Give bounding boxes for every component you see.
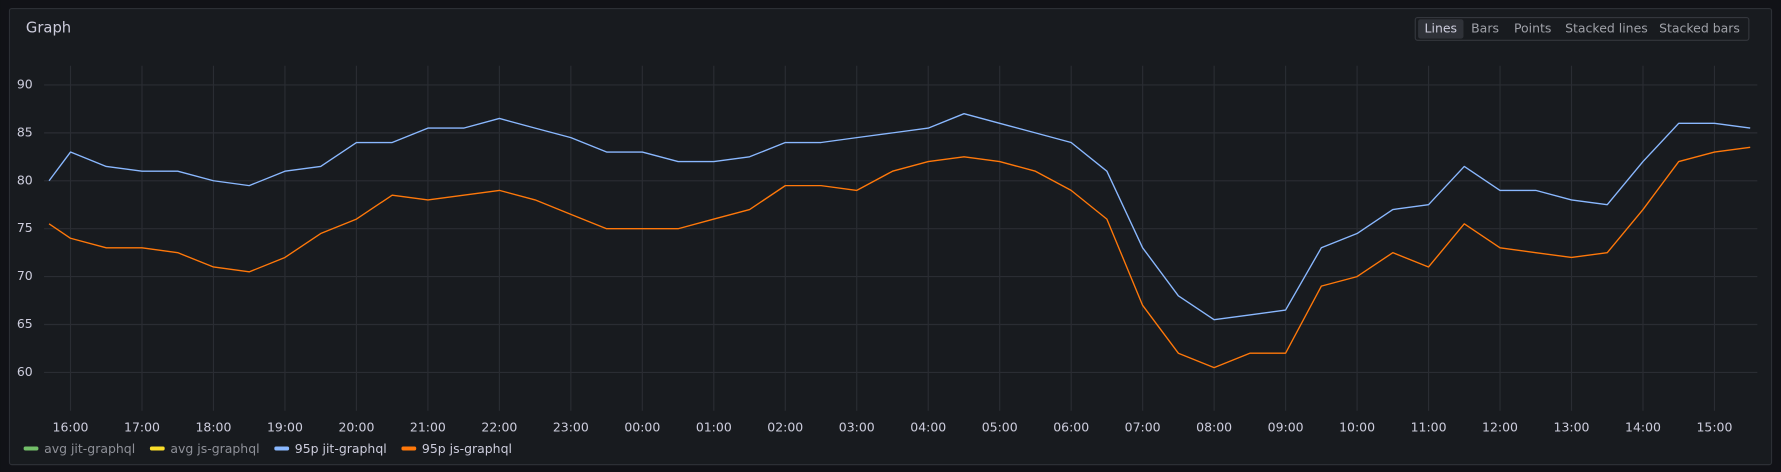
panel-title: Graph <box>26 19 71 36</box>
x-tick-label: 00:00 <box>624 419 660 434</box>
x-tick-label: 16:00 <box>53 419 89 434</box>
x-tick-label: 08:00 <box>1196 419 1232 434</box>
mode-group <box>1414 17 1750 41</box>
legend-swatch[interactable] <box>274 446 290 451</box>
mode-active-bg <box>1418 19 1464 39</box>
legend-entry[interactable]: avg js-graphql <box>170 441 259 456</box>
x-tick-label: 18:00 <box>196 419 232 434</box>
mode-button[interactable]: Lines <box>1425 20 1457 35</box>
panel-frame <box>8 7 1773 466</box>
legend-entry[interactable]: avg jit-graphql <box>44 441 135 456</box>
mode-button[interactable]: Stacked bars <box>1659 20 1740 35</box>
legend-entry[interactable]: 95p jit-graphql <box>295 441 387 456</box>
x-tick-label: 13:00 <box>1554 419 1590 434</box>
series-line <box>48 113 1751 321</box>
x-tick-label: 10:00 <box>1339 419 1375 434</box>
y-tick-label: 65 <box>17 316 33 331</box>
series-line <box>48 146 1751 369</box>
mode-button[interactable]: Stacked lines <box>1565 20 1648 35</box>
y-tick-label: 85 <box>17 124 33 139</box>
y-tick-label: 75 <box>17 220 33 235</box>
x-tick-label: 23:00 <box>553 419 589 434</box>
y-tick-label: 60 <box>17 364 33 379</box>
x-tick-label: 19:00 <box>267 419 303 434</box>
legend-swatch[interactable] <box>149 446 165 451</box>
x-tick-label: 21:00 <box>410 419 446 434</box>
x-tick-label: 06:00 <box>1053 419 1089 434</box>
x-tick-label: 14:00 <box>1625 419 1661 434</box>
legend-swatch[interactable] <box>401 446 417 451</box>
x-tick-label: 15:00 <box>1696 419 1732 434</box>
x-tick-label: 02:00 <box>767 419 803 434</box>
x-tick-label: 05:00 <box>982 419 1018 434</box>
x-tick-label: 07:00 <box>1125 419 1161 434</box>
x-tick-label: 11:00 <box>1411 419 1447 434</box>
x-tick-label: 01:00 <box>696 419 732 434</box>
x-tick-label: 09:00 <box>1268 419 1304 434</box>
x-tick-label: 12:00 <box>1482 419 1518 434</box>
legend-swatch[interactable] <box>23 446 39 451</box>
legend-entry[interactable]: 95p js-graphql <box>422 441 512 456</box>
x-tick-label: 03:00 <box>839 419 875 434</box>
x-tick-label: 17:00 <box>124 419 160 434</box>
x-tick-label: 22:00 <box>481 419 517 434</box>
y-tick-label: 80 <box>17 172 33 187</box>
y-tick-label: 90 <box>17 76 33 91</box>
mode-button[interactable]: Bars <box>1471 20 1499 35</box>
x-tick-label: 20:00 <box>338 419 374 434</box>
mode-button[interactable]: Points <box>1514 20 1551 35</box>
y-tick-label: 70 <box>17 268 33 283</box>
x-tick-label: 04:00 <box>910 419 946 434</box>
